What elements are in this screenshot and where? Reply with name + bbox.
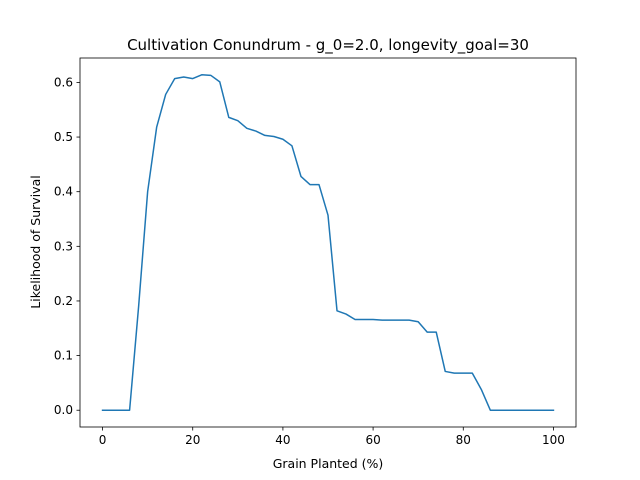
x-tick-label: 0 — [99, 433, 107, 447]
y-axis-label: Likelihood of Survival — [28, 175, 43, 308]
x-tick-label: 80 — [456, 433, 471, 447]
x-tick-label: 20 — [185, 433, 200, 447]
y-tick-label: 0.6 — [54, 75, 73, 89]
y-tick-label: 0.2 — [54, 294, 73, 308]
x-tick-label: 100 — [542, 433, 565, 447]
y-tick-label: 0.1 — [54, 349, 73, 363]
chart-title: Cultivation Conundrum - g_0=2.0, longevi… — [127, 36, 529, 55]
plot-frame — [79, 57, 577, 428]
y-axis: 0.0 0.1 0.2 0.3 0.4 0.5 0.6 — [54, 75, 80, 417]
x-tick-label: 60 — [365, 433, 380, 447]
x-tick-label: 40 — [275, 433, 290, 447]
x-axis: 0 20 40 60 80 100 — [99, 427, 565, 447]
y-tick-label: 0.3 — [54, 239, 73, 253]
y-tick-label: 0.4 — [54, 185, 73, 199]
y-tick-label: 0.5 — [54, 130, 73, 144]
y-tick-label: 0.0 — [54, 403, 73, 417]
series-line — [101, 74, 555, 411]
x-axis-label: Grain Planted (%) — [273, 456, 384, 471]
plot-area — [79, 57, 577, 428]
